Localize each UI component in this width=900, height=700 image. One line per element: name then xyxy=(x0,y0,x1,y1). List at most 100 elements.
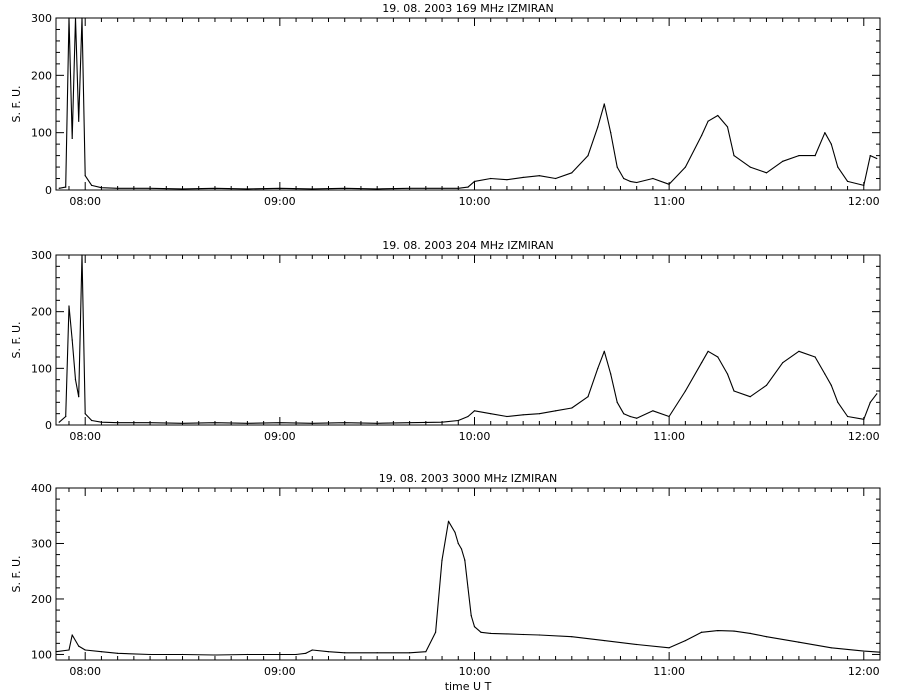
data-point xyxy=(571,407,573,409)
data-point xyxy=(707,350,709,352)
data-point xyxy=(490,177,492,180)
data-point xyxy=(149,422,151,424)
data-point xyxy=(84,175,86,177)
y-axis-label: S. F. U. xyxy=(10,321,23,358)
data-point xyxy=(876,393,878,395)
data-point xyxy=(71,634,73,636)
data-point xyxy=(506,179,508,181)
data-point xyxy=(610,132,612,134)
chart-panel-3: 19. 08. 2003 3000 MHz IZMIRAN S. F. U. tim… xyxy=(10,472,881,693)
data-point xyxy=(636,643,638,646)
data-point xyxy=(454,531,456,533)
data-point xyxy=(149,653,151,656)
data-point xyxy=(311,188,313,190)
y-tick-label: 0 xyxy=(45,184,52,197)
data-point xyxy=(830,384,832,386)
data-point xyxy=(538,634,540,636)
data-point xyxy=(726,126,729,128)
data-point xyxy=(814,356,816,358)
data-point xyxy=(467,186,469,188)
data-point xyxy=(597,126,599,128)
data-point xyxy=(798,350,800,352)
y-tick-label: 300 xyxy=(31,537,52,550)
data-point xyxy=(603,350,605,352)
data-point xyxy=(305,652,307,654)
data-point xyxy=(623,413,625,415)
data-point xyxy=(65,186,67,188)
y-tick-label: 400 xyxy=(31,482,52,495)
data-point xyxy=(467,587,469,589)
data-point xyxy=(425,651,427,653)
y-tick-label: 200 xyxy=(31,69,52,82)
data-point xyxy=(149,187,151,189)
data-point xyxy=(824,132,826,134)
x-tick-label: 08:00 xyxy=(69,195,101,208)
y-tick-label: 100 xyxy=(31,362,52,375)
data-point xyxy=(279,422,281,424)
data-point xyxy=(554,410,557,412)
data-point xyxy=(830,143,832,145)
data-point xyxy=(473,626,476,628)
data-point xyxy=(814,155,816,157)
data-point xyxy=(765,384,768,386)
data-point xyxy=(846,415,849,418)
data-point xyxy=(863,418,865,420)
x-tick-label: 11:00 xyxy=(653,665,685,678)
data-point xyxy=(700,631,703,633)
data-point xyxy=(58,187,60,189)
data-point xyxy=(717,114,719,117)
data-point xyxy=(863,184,865,187)
data-point xyxy=(376,652,378,654)
data-point xyxy=(473,180,476,182)
data-point xyxy=(749,166,751,168)
data-point xyxy=(522,414,524,416)
data-point xyxy=(506,633,508,635)
data-point xyxy=(668,415,670,418)
x-tick-label: 12:00 xyxy=(848,195,880,208)
data-point xyxy=(636,181,638,184)
data-point xyxy=(447,520,450,522)
data-point xyxy=(55,651,57,653)
data-point xyxy=(214,187,216,189)
data-point xyxy=(279,653,281,656)
y-tick-label: 300 xyxy=(31,249,52,262)
data-point xyxy=(460,548,463,550)
data-point xyxy=(707,120,709,122)
data-point xyxy=(668,183,670,185)
x-tick-label: 12:00 xyxy=(848,430,880,443)
data-point xyxy=(58,421,60,423)
data-point xyxy=(441,421,443,423)
data-point xyxy=(700,362,703,364)
data-point xyxy=(409,422,411,424)
data-point xyxy=(597,367,599,369)
data-point xyxy=(830,647,832,649)
data-point xyxy=(616,401,618,403)
data-point xyxy=(636,417,638,419)
y-tick-label: 300 xyxy=(31,12,52,25)
data-point xyxy=(441,559,443,561)
data-point xyxy=(327,651,330,653)
data-point xyxy=(490,632,492,634)
y-tick-label: 0 xyxy=(45,419,52,432)
data-point xyxy=(65,415,67,418)
data-point xyxy=(344,652,346,654)
y-axis-label: S. F. U. xyxy=(10,85,23,122)
data-point xyxy=(506,415,508,418)
data-point xyxy=(652,410,654,412)
x-tick-label: 10:00 xyxy=(459,195,491,208)
data-point xyxy=(311,649,313,651)
data-point xyxy=(311,422,313,424)
data-point xyxy=(295,653,297,656)
data-point xyxy=(409,187,411,189)
data-point xyxy=(71,137,73,139)
data-point xyxy=(616,166,618,168)
data-point xyxy=(434,631,437,633)
series-line-1 xyxy=(59,17,878,190)
data-point xyxy=(457,542,459,545)
chart-panel-2: 19. 08. 2003 204 MHz IZMIRAN S. F. U. 08:0… xyxy=(10,239,881,443)
data-point xyxy=(376,188,378,190)
data-point xyxy=(733,390,735,392)
data-point xyxy=(74,379,77,381)
data-point xyxy=(846,180,849,182)
